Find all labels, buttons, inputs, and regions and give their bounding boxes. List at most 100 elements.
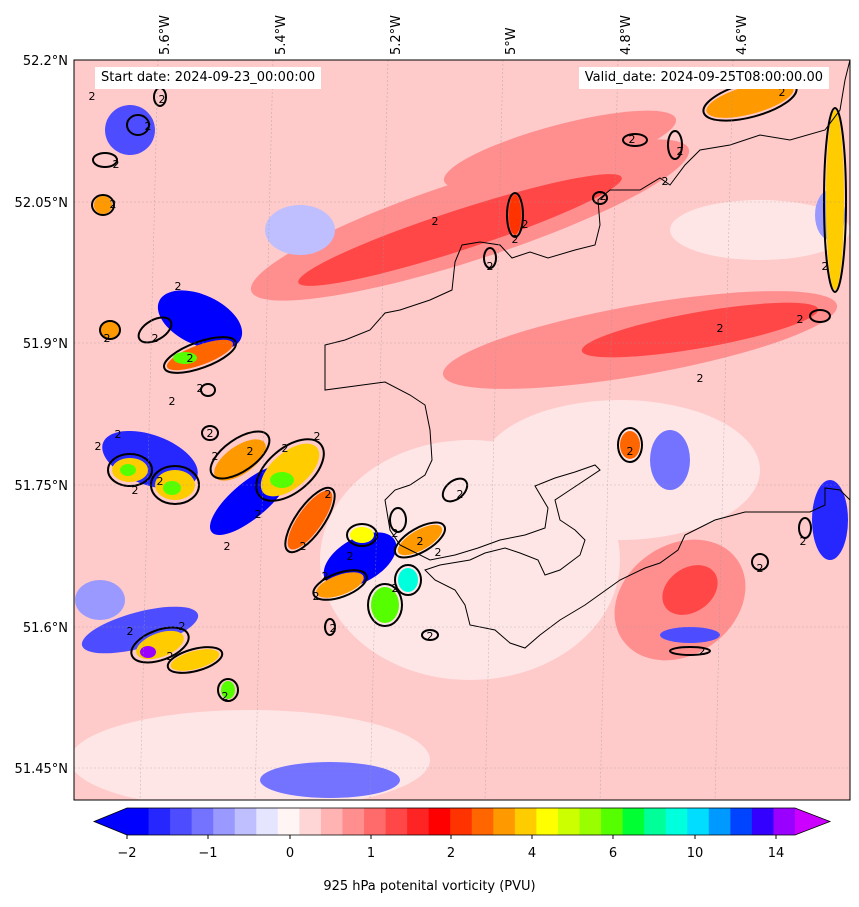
colorbar-swatch	[428, 808, 451, 835]
lat-label: 52.05°N	[15, 196, 68, 211]
colorbar-swatch	[213, 808, 236, 835]
contour-label: 2	[104, 332, 111, 345]
lon-label: 5.4°W	[274, 15, 289, 55]
contour-label: 2	[392, 527, 399, 540]
high-pv-cell	[170, 649, 220, 671]
contour-label: 2	[435, 546, 442, 559]
contour-label: 2	[627, 445, 634, 458]
weak-pv-region	[670, 200, 850, 260]
lat-label: 52.2°N	[23, 54, 68, 69]
contour-label: 2	[347, 550, 354, 563]
colorbar-extend-high	[795, 808, 830, 835]
negative-pv-patch	[660, 627, 720, 643]
contour-label: 2	[322, 570, 329, 583]
contour-label: 2	[157, 475, 164, 488]
lon-label: 4.6°W	[735, 15, 750, 55]
contour-label: 2	[677, 145, 684, 158]
contour-label: 2	[392, 582, 399, 595]
negative-pv-patch	[81, 606, 199, 654]
negative-pv-patch	[323, 532, 397, 588]
contour-label: 2	[417, 535, 424, 548]
contour-label: 2	[699, 645, 706, 658]
lat-label: 51.45°N	[15, 762, 68, 777]
colorbar-swatch	[385, 808, 408, 835]
high-pv-cell	[397, 524, 443, 556]
contour-label: 2	[207, 427, 214, 440]
colorbar-swatch	[320, 808, 343, 835]
colorbar-swatch	[579, 808, 602, 835]
colorbar-swatch	[730, 808, 753, 835]
contour-label: 2	[600, 190, 607, 203]
contour-label: 2	[113, 158, 120, 171]
contour-label: 2	[145, 120, 152, 133]
high-pv-cell	[287, 490, 333, 550]
contour-label: 2	[127, 625, 134, 638]
negative-pv-patch	[650, 430, 690, 490]
high-pv-cell	[120, 464, 136, 476]
colorbar-tick-label: 6	[609, 846, 617, 861]
colorbar-swatch	[601, 808, 624, 835]
high-pv-cell	[94, 196, 112, 214]
colorbar-tick-label: 1	[367, 846, 375, 861]
colorbar-tick-label: 10	[687, 846, 704, 861]
colorbar-swatch	[364, 808, 387, 835]
high-pv-cell	[214, 439, 266, 481]
contour-label: 2	[300, 540, 307, 553]
high-pv-cell	[350, 527, 374, 543]
lon-label: 4.8°W	[619, 15, 634, 55]
lon-label: 5.6°W	[158, 15, 173, 55]
negative-pv-patch	[75, 580, 125, 620]
lat-label: 51.6°N	[23, 621, 68, 636]
high-pv-cell	[270, 472, 294, 488]
plot-frame	[73, 59, 851, 801]
high-pv-cell	[620, 431, 640, 459]
valid-date-label: Valid_date: 2024-09-25T08:00:00.00	[578, 67, 829, 89]
colorbar-swatch	[148, 808, 171, 835]
contour-label: 2	[512, 233, 519, 246]
contour-label: 2	[212, 450, 219, 463]
contour-label: 2	[197, 382, 204, 395]
colorbar-swatch	[557, 808, 581, 835]
contour-label: 2	[330, 622, 337, 635]
colorbar-swatch	[471, 808, 494, 835]
colorbar-swatch	[751, 808, 774, 835]
contour-label: 2	[224, 540, 231, 553]
contour-label: 2	[247, 445, 254, 458]
contour-label: 2	[325, 488, 332, 501]
contour-label: 2	[169, 395, 176, 408]
contour-label: 2	[697, 372, 704, 385]
contour-label: 2	[110, 198, 117, 211]
high-pv-cell	[140, 646, 156, 658]
start-date-label: Start date: 2024-09-23_00:00:00	[95, 67, 322, 89]
contour-label: 2	[822, 260, 829, 273]
coastline	[324, 60, 850, 649]
colorbar-swatch	[687, 808, 710, 835]
pv-band	[581, 302, 819, 358]
contour-label: 2	[255, 508, 262, 521]
weak-pv-region	[480, 400, 760, 540]
high-pv-cell	[101, 322, 119, 338]
contour-label: 2	[132, 484, 139, 497]
high-pv-cell	[706, 82, 794, 118]
negative-pv-patch	[260, 762, 400, 798]
high-pv-cell	[163, 481, 181, 495]
contour-label: 2	[629, 133, 636, 146]
lat-label: 51.75°N	[15, 479, 68, 494]
contour-label: 2	[779, 86, 786, 99]
pv-2-contours	[91, 78, 847, 702]
contour-label: 2	[115, 428, 122, 441]
lon-label: 5°W	[504, 27, 519, 55]
colorbar-swatch	[773, 808, 796, 835]
colorbar-swatch	[708, 808, 731, 835]
colorbar-swatch	[536, 808, 559, 835]
high-pv-cell	[509, 195, 521, 235]
contour-label: 2	[175, 280, 182, 293]
contour-label: 2	[427, 630, 434, 643]
colorbar-swatch	[407, 808, 430, 835]
contour-label: 2	[167, 650, 174, 663]
colorbar-swatch	[450, 808, 473, 835]
colorbar-swatch	[342, 808, 365, 835]
weak-pv-region	[74, 710, 430, 800]
colorbar-tick-label: 14	[768, 846, 785, 861]
